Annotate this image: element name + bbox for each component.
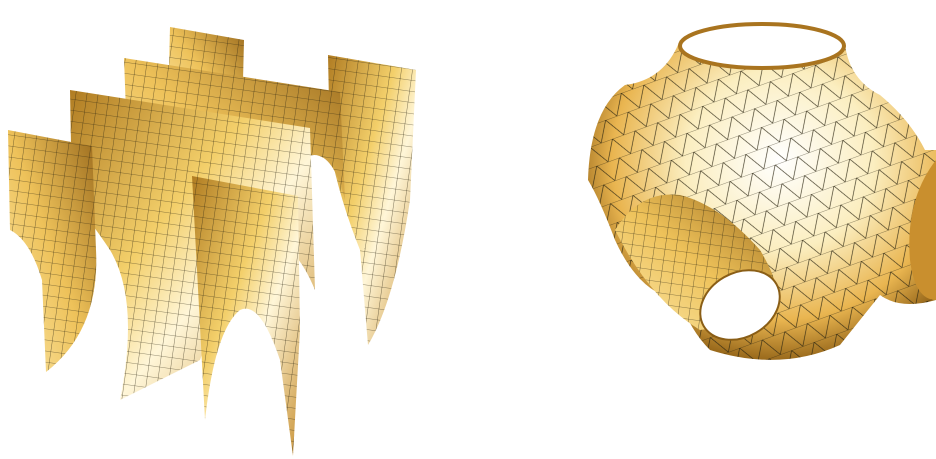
schwarz-p-surface [588,22,936,360]
hole-right-rim [909,160,936,300]
sheet-grid [328,55,416,345]
hole-top [678,22,846,70]
sheet-grid [192,176,300,456]
sheet-grid [70,90,315,400]
hole-front [699,269,781,341]
scherk-surface [8,27,416,456]
sheet-grid [8,130,97,372]
